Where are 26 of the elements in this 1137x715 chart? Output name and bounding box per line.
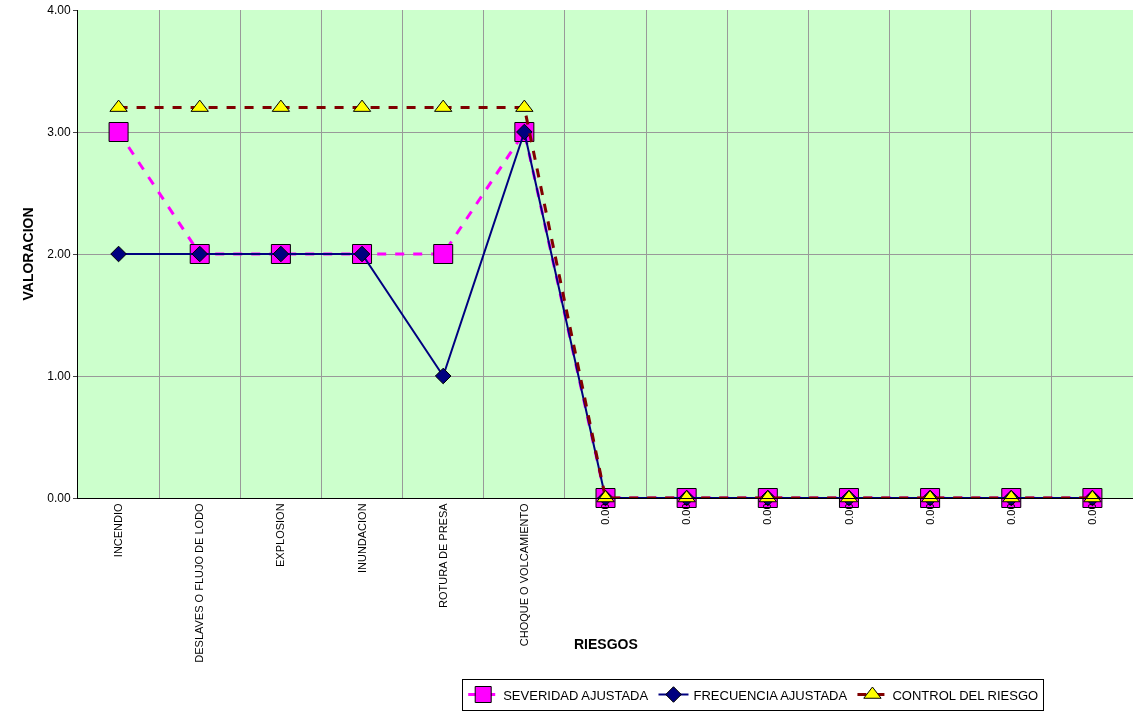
point <box>108 122 129 142</box>
y-tick-label: 3.00 <box>47 125 71 140</box>
x-tick-label: 0.00 <box>923 503 936 525</box>
y-axis-title: VALORACION <box>19 207 36 301</box>
x-tick-label: 0.00 <box>842 503 855 525</box>
y-tick-label: 0.00 <box>47 491 71 506</box>
legend-label: SEVERIDAD AJUSTADA <box>503 687 649 703</box>
legend-label: CONTROL DEL RIESGO <box>892 687 1039 703</box>
x-tick-label: ROTURA DE PRESA <box>436 502 449 608</box>
x-tick-label: EXPLOSION <box>274 503 287 567</box>
point <box>434 367 452 385</box>
point <box>433 244 454 264</box>
legend-label: FRECUENCIA AJUSTADA <box>693 687 848 703</box>
x-tick-label: INCENDIO <box>112 502 125 558</box>
x-tick-label: CHOQUE O VOLCAMIENTO <box>517 502 530 647</box>
x-tick-label: 0.00 <box>1004 503 1017 525</box>
y-tick-label: 1.00 <box>47 369 71 384</box>
x-tick-label: DESLAVES O FLUJO DE LODO <box>193 502 206 663</box>
x-tick-label: INUNDACION <box>355 503 368 574</box>
x-tick-label: 0.00 <box>599 503 612 525</box>
y-tick-label: 4.00 <box>47 3 71 18</box>
x-axis-title: RIESGOS <box>574 636 638 652</box>
x-tick-label: 0.00 <box>680 503 693 525</box>
x-tick-label: 0.00 <box>1085 503 1098 525</box>
point <box>110 245 127 263</box>
y-tick-label: 2.00 <box>47 247 71 262</box>
